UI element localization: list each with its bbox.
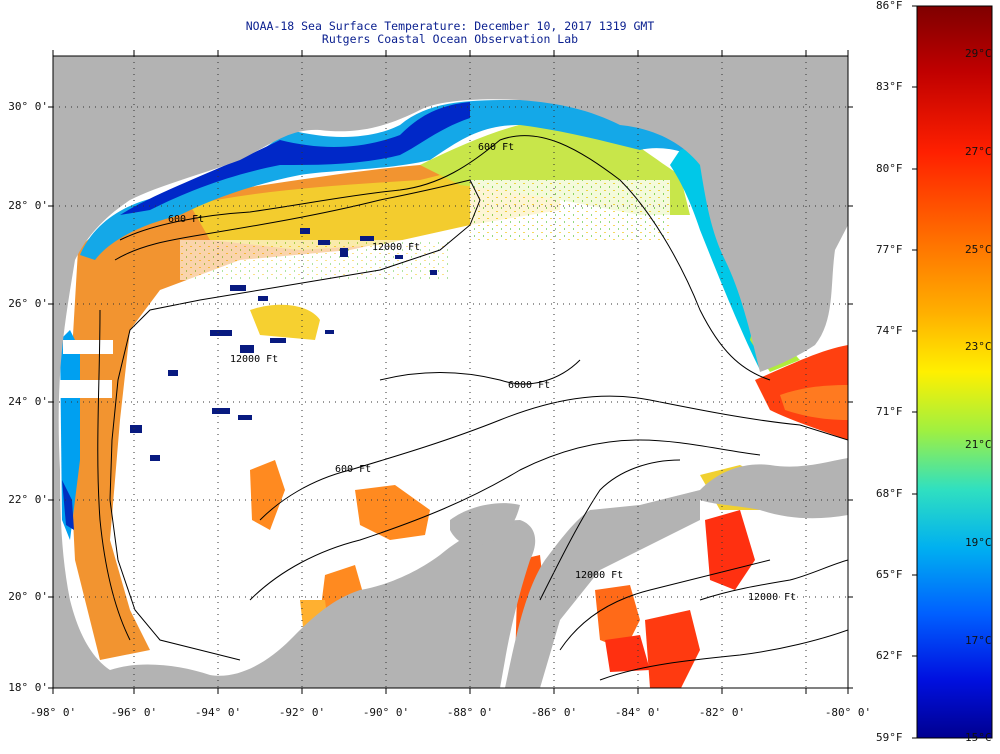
colorbar-c-label: 17°C: [965, 634, 992, 647]
lon-label: -80° 0': [824, 706, 872, 719]
colorbar-f-label: 74°F: [876, 324, 903, 337]
lat-label: 28° 0': [8, 199, 48, 212]
colorbar-c-label: 25°C: [965, 243, 992, 256]
lon-label: -96° 0': [110, 706, 158, 719]
colorbar-c-label: 27°C: [965, 145, 992, 158]
colorbar-c-label: 29°C: [965, 47, 992, 60]
lat-label: 26° 0': [8, 297, 48, 310]
isobath-label: 12000 Ft: [230, 354, 278, 365]
isobath-label: 12000 Ft: [372, 242, 420, 253]
colorbar-f-label: 77°F: [876, 243, 903, 256]
color-scale-ticks: [912, 5, 917, 739]
lon-label: -98° 0': [29, 706, 77, 719]
lat-label: 24° 0': [8, 395, 48, 408]
colorbar-f-label: 71°F: [876, 405, 903, 418]
colorbar-f-label: 86°F: [876, 0, 903, 12]
cool-water-band: [80, 100, 720, 260]
colorbar-c-label: 19°C: [965, 536, 992, 549]
cuba-land: [700, 458, 848, 519]
isobath-label: 600 Ft: [478, 142, 514, 153]
isobath-label: 600 Ft: [335, 464, 371, 475]
usa-land: [53, 56, 848, 670]
map-subtitle: Rutgers Coastal Ocean Observation Lab: [321, 32, 579, 46]
lon-label: -92° 0': [278, 706, 326, 719]
lon-label: -82° 0': [698, 706, 746, 719]
cold-water-band: [120, 102, 470, 215]
lat-label: 30° 0': [8, 100, 48, 113]
graticule: [53, 56, 848, 688]
colorbar-f-label: 80°F: [876, 162, 903, 175]
lon-label: -84° 0': [614, 706, 662, 719]
lon-label: -90° 0': [362, 706, 410, 719]
isobath-label: 6000 Ft: [508, 380, 550, 391]
isobath-contours: [97, 135, 848, 681]
lat-label: 22° 0': [8, 493, 48, 506]
color-scale-bar: [916, 5, 993, 739]
colorbar-c-label: 15°C: [965, 731, 992, 744]
isobath-label: 12000 Ft: [575, 570, 623, 581]
colorbar-f-label: 83°F: [876, 80, 903, 93]
mexico-land: [53, 520, 536, 688]
colorbar-c-label: 21°C: [965, 438, 992, 451]
lat-label: 18° 0': [8, 681, 48, 694]
colorbar-c-label: 23°C: [965, 340, 992, 353]
lon-label: -94° 0': [194, 706, 242, 719]
colorbar-f-label: 68°F: [876, 487, 903, 500]
isobath-label: 12000 Ft: [748, 592, 796, 603]
colorbar-f-label: 62°F: [876, 649, 903, 662]
lon-label: -88° 0': [446, 706, 494, 719]
lon-label: -86° 0': [530, 706, 578, 719]
axis-ticks: [48, 50, 853, 694]
landmass: [53, 56, 848, 688]
isobath-label: 600 Ft: [168, 214, 204, 225]
lat-label: 20° 0': [8, 590, 48, 603]
colorbar-f-label: 59°F: [876, 731, 903, 744]
cloud-edge-artifacts: [130, 228, 437, 461]
colorbar-f-label: 65°F: [876, 568, 903, 581]
map-title: NOAA-18 Sea Surface Temperature: Decembe…: [245, 19, 655, 33]
warm-water-west: [68, 150, 480, 660]
